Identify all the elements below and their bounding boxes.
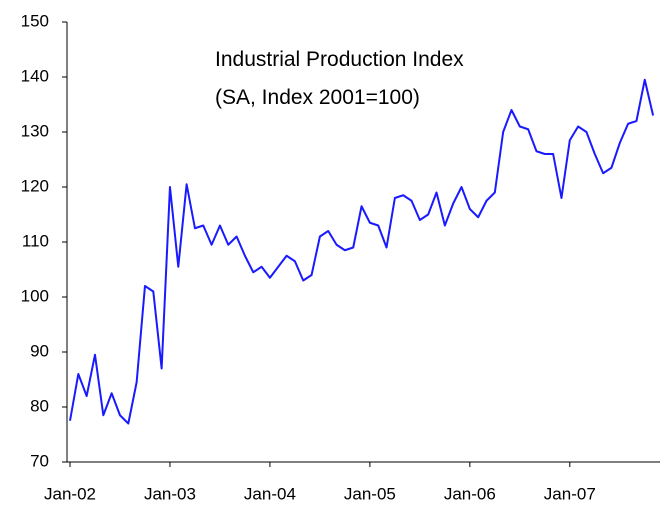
x-tick-label: Jan-02	[44, 484, 96, 503]
x-tick-label: Jan-03	[144, 484, 196, 503]
x-tick-label: Jan-07	[544, 484, 596, 503]
y-tick-label: 100	[21, 286, 49, 305]
y-tick-label: 140	[21, 66, 49, 85]
chart-title: Industrial Production Index	[215, 48, 464, 71]
y-tick-label: 130	[21, 121, 49, 140]
y-tick-label: 150	[21, 11, 49, 30]
y-tick-label: 70	[30, 451, 49, 470]
chart-subtitle: (SA, Index 2001=100)	[215, 86, 420, 109]
x-tick-label: Jan-05	[344, 484, 396, 503]
y-tick-label: 80	[30, 396, 49, 415]
x-tick-label: Jan-06	[444, 484, 496, 503]
data-line	[69, 78, 655, 425]
y-tick-label: 110	[22, 231, 49, 250]
y-tick-label: 120	[21, 176, 49, 195]
y-tick-label: 90	[30, 341, 49, 360]
x-tick-label: Jan-04	[244, 484, 296, 503]
